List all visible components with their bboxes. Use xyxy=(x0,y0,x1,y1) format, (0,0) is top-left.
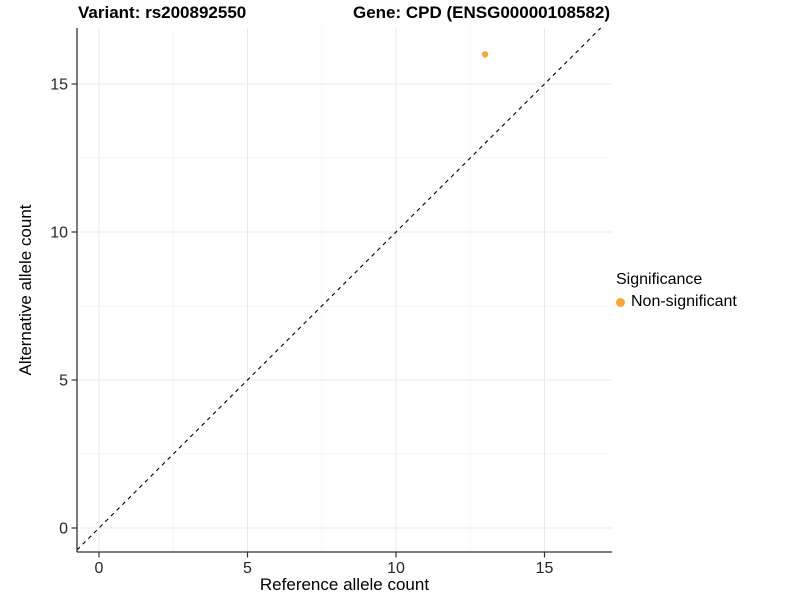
y-axis-title: Alternative allele count xyxy=(16,204,35,376)
x-tick-label: 10 xyxy=(387,560,405,577)
x-tick-label: 0 xyxy=(95,560,104,577)
x-tick-label: 15 xyxy=(536,560,554,577)
variant-title: Variant: rs200892550 xyxy=(78,3,247,22)
data-point xyxy=(481,51,489,58)
legend-item-non-significant: Non-significant xyxy=(616,293,737,311)
legend-point-icon xyxy=(616,297,625,307)
y-tick-label: 5 xyxy=(59,373,68,390)
x-tick-label: 5 xyxy=(243,560,252,577)
x-axis-title: Reference allele count xyxy=(259,575,430,594)
y-tick-label: 0 xyxy=(59,521,68,538)
legend: Significance Non-significant xyxy=(616,271,737,311)
y-tick-label: 15 xyxy=(50,77,68,94)
legend-item-label: Non-significant xyxy=(631,293,737,310)
identity-reference-line xyxy=(76,27,602,551)
y-tick-label: 10 xyxy=(50,225,68,242)
legend-title: Significance xyxy=(616,271,703,288)
gene-title: Gene: CPD (ENSG00000108582) xyxy=(353,3,611,22)
